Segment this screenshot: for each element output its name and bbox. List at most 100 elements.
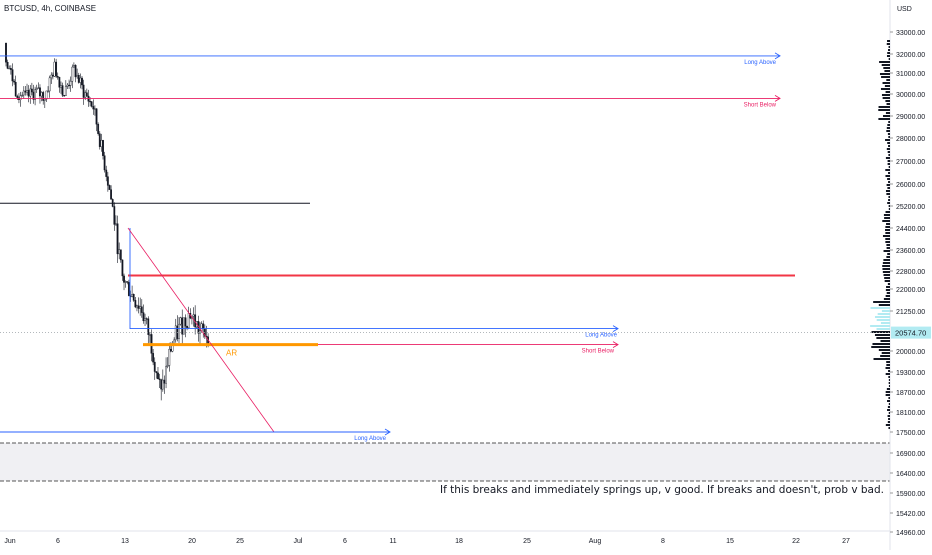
candle-body — [50, 74, 53, 79]
time-axis[interactable]: Jun 6 13 20 25 Jul 6 11 18 25 Aug 8 15 22 27 — [4, 538, 850, 545]
volume-bar — [880, 355, 890, 357]
volume-bar — [884, 85, 890, 87]
volume-bar — [885, 91, 890, 93]
volume-bar — [886, 193, 890, 195]
volume-bar — [885, 226, 890, 228]
volume-bar — [885, 112, 890, 114]
volume-bar — [886, 127, 890, 129]
volume-bar — [874, 316, 890, 318]
time-tick-label: Aug — [589, 538, 602, 545]
volume-bar — [887, 163, 890, 165]
price-axis[interactable]: USD 33000.00 32000.00 31000.00 30000.00 29000… — [0, 6, 931, 537]
volume-bar — [883, 259, 890, 261]
volume-bar — [882, 97, 890, 99]
volume-bar — [878, 349, 890, 351]
price-tick-label: 15900.00 — [896, 491, 925, 498]
candle-body — [24, 90, 27, 93]
volume-bar — [885, 367, 890, 369]
candle-body — [97, 124, 100, 134]
volume-bar — [888, 208, 890, 210]
time-tick-label: 22 — [792, 538, 800, 545]
volume-bar — [878, 109, 890, 111]
candle-body — [29, 88, 32, 97]
candle-body — [182, 317, 185, 335]
volume-bar — [882, 235, 890, 237]
candle-body — [69, 80, 72, 86]
candle-body — [42, 92, 45, 101]
long-above-line-mid[interactable] — [129, 228, 618, 330]
candle-body — [153, 361, 156, 372]
volume-bar — [880, 88, 890, 90]
candle-body — [137, 305, 140, 309]
volume-bar — [888, 403, 890, 405]
price-tick-label: 32000.00 — [896, 52, 925, 59]
price-tick-label: 31000.00 — [896, 71, 925, 78]
volume-bar — [874, 334, 890, 336]
candle-body — [74, 64, 77, 78]
candle-body — [187, 313, 190, 328]
candle-body — [186, 325, 188, 328]
candle-body — [140, 306, 143, 313]
volume-bar — [883, 115, 890, 117]
candle-body — [61, 85, 64, 96]
volume-bar — [885, 394, 890, 396]
candles — [5, 42, 209, 401]
short-below-line-mid-label: Short Below — [582, 349, 615, 355]
candle-body — [30, 88, 33, 93]
candle-body — [126, 281, 129, 283]
volume-bar — [887, 133, 890, 135]
price-tick-label: 15420.00 — [896, 511, 925, 518]
volume-bar — [887, 151, 890, 153]
volume-bar — [887, 202, 890, 204]
candle-body — [168, 348, 171, 366]
volume-bar — [888, 46, 890, 48]
volume-bar — [885, 211, 890, 213]
volume-bar — [887, 124, 890, 126]
volume-bar — [887, 421, 890, 423]
time-tick-label: 11 — [389, 538, 396, 545]
volume-bar — [886, 364, 890, 366]
candle-body — [22, 90, 25, 96]
volume-bar — [886, 247, 890, 249]
candle-body — [85, 92, 88, 97]
candle-body — [45, 90, 48, 100]
candle-body — [79, 77, 82, 83]
long-above-line-top-arrow — [774, 52, 781, 60]
volume-bar — [888, 199, 890, 201]
candle-body — [123, 275, 125, 283]
volume-bar — [888, 418, 890, 420]
volume-bar — [888, 196, 890, 198]
volume-bar — [886, 388, 890, 390]
volume-bar — [886, 130, 890, 132]
volume-bar — [888, 382, 890, 384]
volume-bar — [885, 157, 890, 159]
candle-body — [16, 95, 19, 98]
volume-bar — [885, 139, 890, 141]
time-tick-label: Jun — [4, 538, 15, 545]
candle-body — [157, 372, 159, 380]
candle-body — [118, 249, 121, 255]
volume-bar — [883, 67, 890, 69]
volume-bar — [886, 55, 890, 57]
short-below-line-mid-arrow — [612, 341, 619, 348]
volume-bar — [888, 49, 890, 51]
volume-bar — [885, 169, 890, 171]
trendline[interactable] — [127, 227, 275, 433]
time-tick-label: 13 — [121, 538, 129, 545]
volume-bar — [878, 118, 890, 120]
volume-bar — [886, 361, 890, 363]
volume-bar — [888, 181, 890, 183]
price-tick-label: 25200.00 — [896, 204, 925, 211]
candle-body — [119, 249, 122, 261]
time-tick-label: 18 — [455, 538, 463, 545]
volume-bar — [887, 406, 890, 408]
price-tick-label: 20000.00 — [896, 349, 925, 356]
candle-body — [171, 345, 174, 352]
drawings[interactable]: Long Above Short Below Long Above Short Bel… — [0, 52, 795, 442]
volume-bar — [887, 253, 890, 255]
current-price-badge[interactable] — [891, 326, 931, 339]
volume-bar — [885, 373, 890, 375]
time-tick-label: 25 — [523, 538, 531, 545]
